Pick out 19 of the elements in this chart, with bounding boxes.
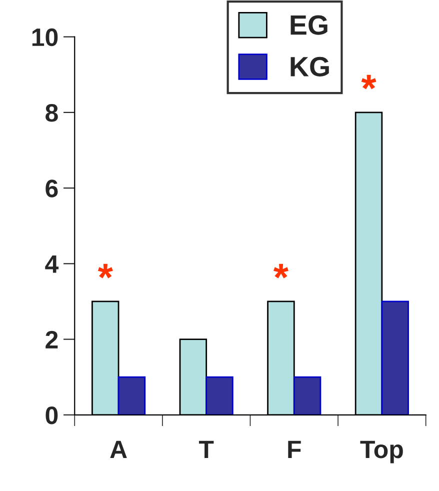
y-tick-label: 6 (46, 180, 58, 198)
legend-label: KG (290, 56, 329, 76)
x-tick-label: F (288, 440, 301, 458)
annotation: * (98, 264, 113, 278)
y-tick-label: 0 (46, 406, 58, 424)
bar (381, 300, 409, 415)
x-tick-label: A (110, 440, 127, 458)
y-tick-label: 2 (46, 330, 58, 348)
bar (118, 376, 146, 415)
annotation: * (274, 264, 288, 278)
y-tick-label: 10 (32, 28, 58, 46)
bar (206, 376, 234, 415)
bar (293, 376, 322, 415)
legend-label: EG (290, 15, 328, 35)
y-tick-label: 8 (46, 104, 58, 122)
y-tick-label: 4 (45, 256, 59, 273)
x-tick-label: Top (360, 440, 403, 464)
x-tick-label: T (198, 440, 214, 458)
annotation: * (361, 74, 376, 90)
